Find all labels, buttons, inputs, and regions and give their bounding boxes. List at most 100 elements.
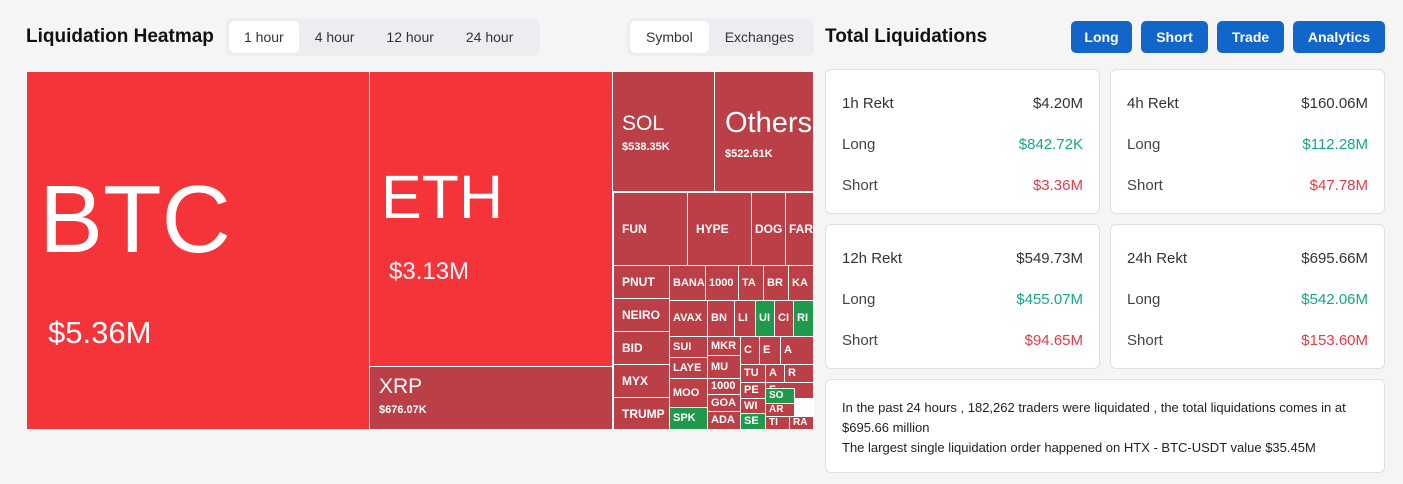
short-value: $47.78M	[1309, 177, 1368, 194]
cell-value: $676.07K	[379, 404, 427, 416]
card-title: 1h Rekt	[842, 95, 894, 112]
card-total: $4.20M	[1032, 95, 1083, 112]
heatmap-cell-pnut[interactable]: PNUT	[613, 265, 670, 299]
cell-symbol: R	[788, 367, 796, 379]
cell-symbol: MKR	[711, 339, 737, 352]
short-label: Short	[1127, 332, 1163, 349]
cell-value: $3.13M	[389, 258, 470, 285]
heatmap-cell-eth[interactable]: ETH $3.13M	[369, 71, 613, 367]
cell-value: $5.36M	[48, 315, 152, 350]
cell-symbol: 1000	[711, 380, 736, 392]
summary-line-1: In the past 24 hours , 182,262 traders w…	[842, 400, 1346, 435]
heatmap-cell-sui[interactable]: SUI	[669, 336, 708, 358]
heatmap-cell-a2[interactable]: A	[765, 364, 785, 383]
short-button[interactable]: Short	[1141, 21, 1208, 53]
rekt-card-4h: 4h Rekt $160.06M Long $112.28M Short $47.78…	[1110, 69, 1385, 214]
heatmap-cell-mu[interactable]: MU	[707, 355, 741, 379]
trade-button[interactable]: Trade	[1217, 21, 1284, 53]
cell-symbol: A	[769, 367, 777, 379]
heatmap-cell-avax[interactable]: AVAX	[669, 300, 708, 337]
cell-symbol: 1000	[709, 276, 734, 289]
cell-symbol: BR	[767, 276, 783, 289]
heatmap-cell-bid[interactable]: BID	[613, 331, 670, 365]
cell-symbol: BANA	[673, 276, 705, 289]
tab-12-hour[interactable]: 12 hour	[386, 29, 434, 45]
cell-symbol: TA	[742, 276, 756, 289]
heatmap-cell-wi[interactable]: WI	[740, 398, 766, 414]
cell-symbol: GOA	[711, 396, 737, 409]
heatmap-cell-bana[interactable]: BANA	[669, 265, 706, 301]
long-label: Long	[842, 136, 876, 153]
heatmap-cell-neiro[interactable]: NEIRO	[613, 298, 670, 332]
cell-symbol: MU	[711, 360, 729, 373]
heatmap-cell-fun[interactable]: FUN	[613, 192, 688, 266]
heatmap-cell-a1[interactable]: A	[780, 336, 814, 365]
heatmap-cell-uni[interactable]: UI	[755, 300, 775, 337]
heatmap-cell-c1[interactable]: C	[740, 336, 760, 365]
heatmap-cell-sol[interactable]: SOL $538.35K	[612, 71, 715, 192]
cell-symbol: XRP	[379, 375, 423, 398]
cell-symbol: ADA	[711, 414, 735, 426]
cell-symbol: KA	[792, 276, 808, 289]
tab-4-hour[interactable]: 4 hour	[314, 29, 355, 45]
cell-symbol: AR	[769, 404, 784, 415]
heatmap-cell-btc[interactable]: BTC $5.36M	[26, 71, 370, 430]
heatmap-cell-doge[interactable]: DOG	[751, 192, 786, 266]
heatmap-cell-e1[interactable]: E	[759, 336, 781, 365]
heatmap-cell-spk[interactable]: SPK	[669, 407, 708, 430]
short-label: Short	[1127, 177, 1163, 194]
heatmap-cell-link[interactable]: LI	[734, 300, 756, 337]
heatmap-cell-tao[interactable]: TA	[738, 265, 764, 301]
cell-symbol: TI	[769, 417, 778, 428]
heatmap-cell-ti[interactable]: TI	[765, 416, 790, 430]
cell-symbol: MOO	[673, 386, 700, 399]
tab-exchanges[interactable]: Exchanges	[724, 29, 794, 45]
cell-symbol: SE	[744, 415, 759, 427]
cell-symbol: NEIRO	[622, 308, 661, 322]
cell-symbol: MYX	[622, 374, 649, 388]
heatmap-cell-k1000[interactable]: 1000	[705, 265, 739, 301]
tab-24-hour[interactable]: 24 hour	[465, 29, 514, 45]
liquidation-summary: In the past 24 hours , 182,262 traders w…	[825, 379, 1385, 473]
heatmap-cell-xrp[interactable]: XRP $676.07K	[369, 366, 613, 430]
heatmap-cell-ar[interactable]: AR	[765, 403, 795, 417]
heatmap-cell-pe[interactable]: PE	[740, 382, 766, 399]
heatmap-cell-hype[interactable]: HYPE	[687, 192, 752, 266]
heatmap-cell-myx[interactable]: MYX	[613, 364, 670, 398]
heatmap-cell-trump[interactable]: TRUMP	[613, 397, 670, 430]
heatmap-cell-so[interactable]: SO	[765, 388, 795, 404]
cell-symbol: CI	[778, 312, 789, 324]
heatmap-cell-moo[interactable]: MOO	[669, 378, 708, 408]
tab-symbol[interactable]: Symbol	[630, 21, 709, 53]
card-title: 12h Rekt	[842, 250, 903, 267]
heatmap-cell-others[interactable]: Others $522.61K	[714, 71, 814, 192]
heatmap-cell-mkr[interactable]: MKR	[707, 336, 741, 356]
heatmap-cell-brett[interactable]: BR	[763, 265, 789, 301]
view-mode-tabs: Symbol Exchanges	[627, 18, 814, 56]
card-title: 4h Rekt	[1127, 95, 1179, 112]
rekt-card-24h: 24h Rekt $695.66M Long $542.06M Short $153.…	[1110, 224, 1385, 369]
heatmap-cell-se[interactable]: SE	[740, 413, 766, 430]
heatmap-cell-tu[interactable]: TU	[740, 364, 766, 383]
analytics-button[interactable]: Analytics	[1293, 21, 1385, 53]
heatmap-cell-ada[interactable]: ADA	[707, 411, 741, 430]
heatmap-cell-crv[interactable]: CI	[774, 300, 794, 337]
heatmap-cell-bnb[interactable]: BN	[707, 300, 735, 337]
long-button[interactable]: Long	[1071, 21, 1132, 53]
heatmap-cell-k1000b[interactable]: 1000	[707, 378, 741, 395]
heatmap-cell-kaito[interactable]: KA	[788, 265, 814, 301]
short-value: $3.36M	[1032, 177, 1083, 194]
heatmap-cell-ra[interactable]: RA	[789, 416, 814, 430]
cell-symbol: SPK	[673, 412, 696, 424]
heatmap-cell-r1[interactable]: R	[784, 364, 814, 383]
long-label: Long	[842, 291, 876, 308]
heatmap-cell-goat[interactable]: GOA	[707, 394, 741, 412]
heatmap-cell-layer[interactable]: LAYE	[669, 357, 708, 379]
tab-1-hour[interactable]: 1 hour	[229, 21, 299, 53]
cell-symbol: C	[744, 344, 752, 356]
heatmap-cell-fart[interactable]: FAR	[785, 192, 814, 266]
cell-symbol: UI	[759, 312, 770, 324]
cell-symbol: A	[784, 344, 792, 356]
card-total: $160.06M	[1301, 95, 1368, 112]
heatmap-cell-render[interactable]: RI	[793, 300, 814, 337]
